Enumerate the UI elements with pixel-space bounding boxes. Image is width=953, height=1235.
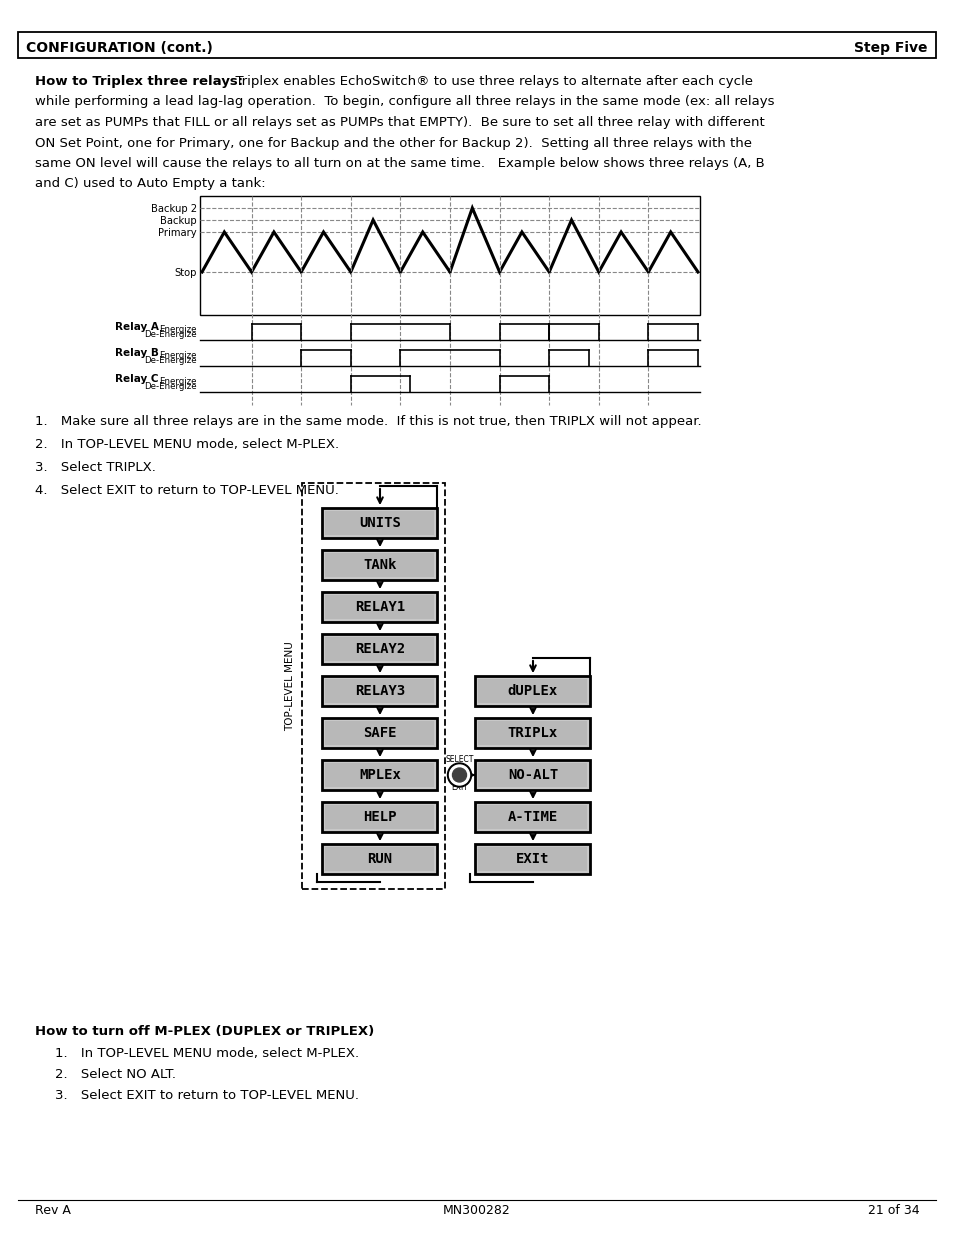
Text: MPLEx: MPLEx	[358, 768, 400, 782]
Text: NO-ALT: NO-ALT	[507, 768, 558, 782]
Text: HELP: HELP	[363, 810, 396, 824]
Bar	[325, 805, 434, 829]
Text: Triplex enables EchoSwitch® to use three relays to alternate after each cycle: Triplex enables EchoSwitch® to use three…	[227, 75, 752, 88]
Text: TOP-LEVEL MENU: TOP-LEVEL MENU	[285, 641, 295, 731]
Bar	[322, 718, 437, 748]
Text: A-TIME: A-TIME	[507, 810, 558, 824]
Text: TRIPLx: TRIPLx	[507, 726, 558, 740]
Text: RELAY1: RELAY1	[355, 600, 405, 614]
Bar	[302, 483, 445, 889]
Text: dUPLEx: dUPLEx	[507, 684, 558, 698]
Text: Stop: Stop	[174, 268, 196, 278]
Bar	[322, 592, 437, 622]
Text: 4. Select EXIT to return to TOP-LEVEL MENU.: 4. Select EXIT to return to TOP-LEVEL ME…	[35, 484, 338, 496]
Text: Primary: Primary	[158, 228, 196, 238]
Bar	[325, 763, 434, 787]
Circle shape	[449, 764, 469, 785]
Bar	[322, 550, 437, 580]
Text: RUN: RUN	[367, 852, 392, 866]
Text: 1. Make sure all three relays are in the same mode.  If this is not true, then T: 1. Make sure all three relays are in the…	[35, 415, 700, 429]
Bar	[475, 760, 590, 790]
Text: while performing a lead lag-lag operation.  To begin, configure all three relays: while performing a lead lag-lag operatio…	[35, 95, 774, 109]
Text: are set as PUMPs that FILL or all relays set as PUMPs that EMPTY).  Be sure to s: are set as PUMPs that FILL or all relays…	[35, 116, 764, 128]
Bar	[200, 196, 700, 315]
Bar	[325, 511, 434, 535]
Text: How to turn off M-PLEX (DUPLEX or TRIPLEX): How to turn off M-PLEX (DUPLEX or TRIPLE…	[35, 1025, 374, 1037]
Text: SELECT: SELECT	[445, 756, 474, 764]
Bar	[478, 805, 587, 829]
Text: 3. Select TRIPLX.: 3. Select TRIPLX.	[35, 461, 155, 474]
Bar	[325, 637, 434, 661]
Text: Backup 2: Backup 2	[151, 204, 196, 214]
Text: Rev A: Rev A	[35, 1203, 71, 1216]
Bar	[325, 679, 434, 703]
Bar	[478, 721, 587, 745]
Circle shape	[447, 763, 471, 787]
Text: De-Energize: De-Energize	[144, 356, 196, 366]
Bar	[478, 847, 587, 871]
Text: TANk: TANk	[363, 558, 396, 572]
Text: De-Energize: De-Energize	[144, 382, 196, 391]
Bar	[475, 718, 590, 748]
Bar	[322, 802, 437, 832]
Text: De-Energize: De-Energize	[144, 330, 196, 338]
Bar	[322, 760, 437, 790]
Text: Backup: Backup	[160, 216, 196, 226]
Text: Step Five: Step Five	[854, 41, 927, 56]
Text: CONFIGURATION (cont.): CONFIGURATION (cont.)	[26, 41, 213, 56]
Bar	[478, 763, 587, 787]
Text: Relay B: Relay B	[115, 348, 159, 358]
Text: ON Set Point, one for Primary, one for Backup and the other for Backup 2).  Sett: ON Set Point, one for Primary, one for B…	[35, 137, 751, 149]
Bar	[322, 634, 437, 664]
Bar	[322, 844, 437, 874]
Text: RELAY3: RELAY3	[355, 684, 405, 698]
Bar	[475, 802, 590, 832]
Text: Energize: Energize	[159, 351, 196, 359]
Bar	[325, 721, 434, 745]
Text: EXIT: EXIT	[451, 783, 468, 793]
Text: Relay A: Relay A	[115, 322, 159, 332]
Text: MN300282: MN300282	[442, 1203, 511, 1216]
Text: UNITS: UNITS	[358, 516, 400, 530]
Bar	[475, 676, 590, 706]
Text: Relay C: Relay C	[115, 374, 159, 384]
Text: SAFE: SAFE	[363, 726, 396, 740]
Bar	[478, 679, 587, 703]
Text: How to Triplex three relays:: How to Triplex three relays:	[35, 75, 243, 88]
Bar	[325, 595, 434, 619]
Text: 2. In TOP-LEVEL MENU mode, select M-PLEX.: 2. In TOP-LEVEL MENU mode, select M-PLEX…	[35, 438, 338, 451]
Bar	[18, 32, 935, 58]
Text: and C) used to Auto Empty a tank:: and C) used to Auto Empty a tank:	[35, 178, 265, 190]
Text: Energize: Energize	[159, 377, 196, 387]
Text: 2. Select NO ALT.: 2. Select NO ALT.	[55, 1068, 175, 1081]
Text: same ON level will cause the relays to all turn on at the same time.   Example b: same ON level will cause the relays to a…	[35, 157, 764, 170]
Circle shape	[452, 768, 466, 782]
Bar	[325, 553, 434, 577]
Text: 3. Select EXIT to return to TOP-LEVEL MENU.: 3. Select EXIT to return to TOP-LEVEL ME…	[55, 1089, 358, 1102]
Text: 21 of 34: 21 of 34	[867, 1203, 919, 1216]
Text: EXIt: EXIt	[516, 852, 549, 866]
Text: 1. In TOP-LEVEL MENU mode, select M-PLEX.: 1. In TOP-LEVEL MENU mode, select M-PLEX…	[55, 1047, 358, 1060]
Text: Energize: Energize	[159, 325, 196, 333]
Bar	[325, 847, 434, 871]
Bar	[322, 508, 437, 538]
Text: RELAY2: RELAY2	[355, 642, 405, 656]
Bar	[475, 844, 590, 874]
Bar	[322, 676, 437, 706]
